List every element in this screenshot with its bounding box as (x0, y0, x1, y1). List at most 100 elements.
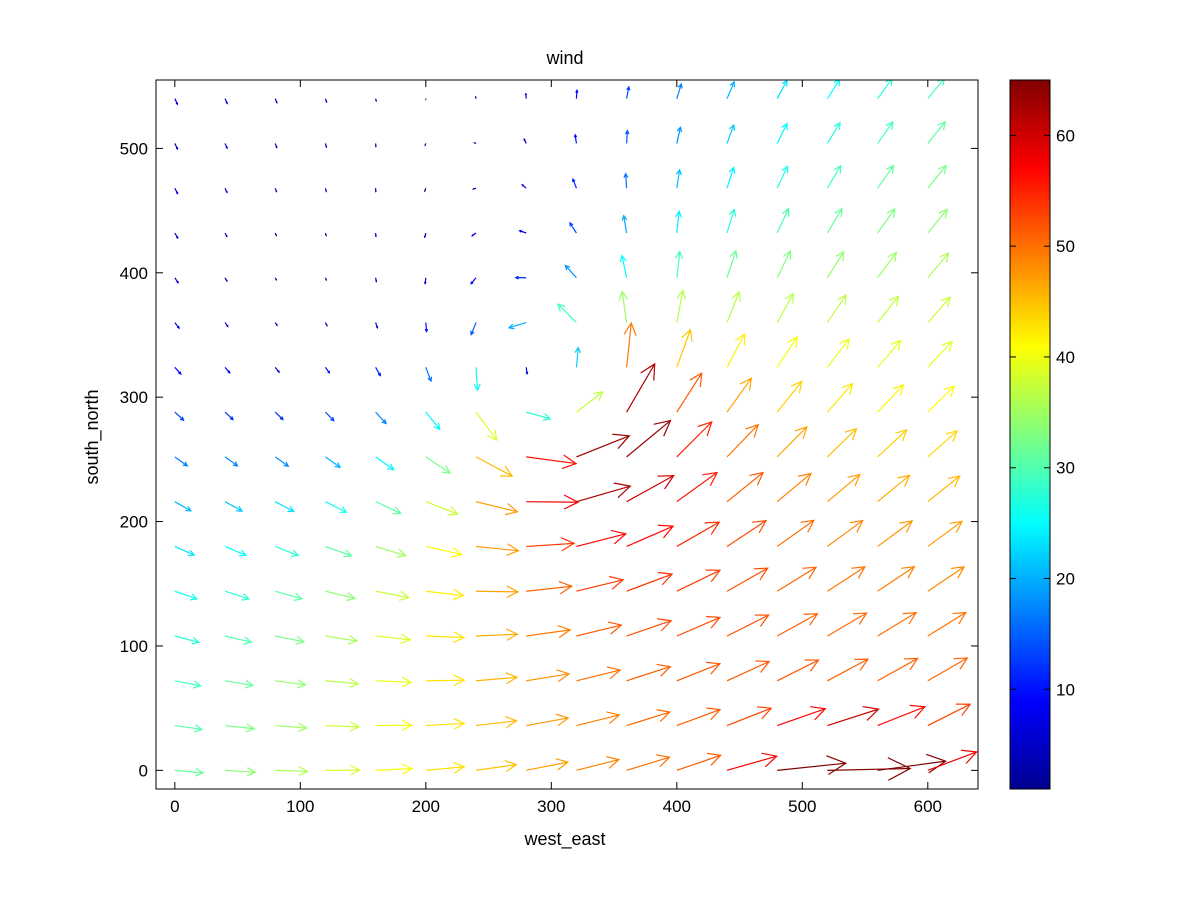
wind-arrow (877, 339, 902, 368)
wind-arrow (726, 290, 741, 323)
wind-arrow (224, 411, 235, 421)
wind-arrow (575, 88, 579, 99)
y-tick-label: 400 (120, 264, 148, 283)
wind-arrow (623, 172, 629, 189)
wind-arrow-shaft (526, 629, 571, 637)
wind-arrow (224, 366, 231, 374)
wind-arrow-head (943, 385, 956, 397)
wind-arrow (675, 210, 683, 234)
wind-arrow (676, 125, 683, 144)
wind-arrow-shaft (776, 613, 818, 637)
wind-arrow-head (556, 669, 571, 682)
wind-arrow-shaft (927, 121, 946, 144)
wind-arrow-shaft (927, 611, 967, 637)
wind-arrow (726, 567, 769, 592)
wind-arrow-head (243, 636, 253, 645)
wind-arrow-shaft (726, 707, 772, 727)
wind-arrow-head (656, 709, 672, 722)
wind-arrow-shaft (425, 411, 441, 430)
wind-arrow-head (295, 635, 306, 645)
wind-arrow-head (563, 494, 580, 510)
wind-arrow (224, 143, 228, 150)
wind-arrow-head (277, 370, 280, 374)
wind-arrow (475, 501, 519, 516)
wind-arrow (475, 411, 498, 442)
wind-arrow (927, 566, 966, 592)
wind-arrow-shaft (425, 501, 458, 515)
wind-arrow (576, 575, 625, 592)
wind-arrow-head (640, 362, 656, 381)
wind-arrow-shaft (877, 165, 895, 189)
wind-arrow-shaft (569, 222, 577, 234)
wind-arrow (726, 249, 738, 278)
wind-arrow (776, 519, 816, 547)
wind-arrow-shaft (224, 501, 243, 512)
wind-arrow (521, 183, 527, 189)
wind-arrow-shaft (375, 456, 395, 471)
wind-arrow (927, 252, 950, 279)
wind-arrow-head (325, 234, 327, 237)
wind-arrow-head (833, 80, 841, 87)
wind-arrow-head (287, 506, 295, 513)
wind-arrow-shaft (224, 635, 252, 643)
wind-arrow-head (325, 279, 327, 282)
wind-arrow-shaft (174, 456, 188, 467)
wind-arrow-shaft (375, 768, 413, 771)
wind-arrow-head (960, 749, 978, 764)
wind-arrow-head (656, 663, 672, 677)
x-axis-ticks: 0 100 200 300 400 500 600 (170, 80, 942, 816)
wind-arrow-shaft (375, 545, 406, 557)
wind-arrow-shaft (877, 520, 913, 547)
wind-arrow-head (348, 678, 360, 689)
wind-arrow (726, 80, 736, 99)
wind-arrow-head (656, 754, 671, 768)
wind-arrow (473, 142, 477, 144)
colorbar-tick-label: 50 (1056, 237, 1075, 256)
wind-arrow-head (225, 101, 228, 105)
wind-arrow (274, 143, 278, 149)
wind-arrow (877, 121, 894, 144)
wind-arrow-shaft (626, 363, 656, 413)
wind-arrow-head (952, 611, 967, 625)
wind-arrow-shaft (927, 475, 961, 503)
wind-arrow-shaft (726, 755, 777, 771)
wind-arrow (676, 421, 713, 458)
wind-arrow-shaft (726, 661, 770, 682)
wind-arrow-shaft (726, 291, 740, 323)
wind-arrow-shaft (626, 86, 630, 99)
wind-arrow (526, 494, 580, 510)
wind-arrow (556, 303, 577, 323)
wind-arrow-shaft (927, 80, 944, 100)
wind-arrow-shaft (475, 456, 513, 477)
wind-arrow-shaft (877, 208, 896, 234)
wind-arrow-shaft (626, 666, 671, 682)
wind-arrow-head (524, 92, 528, 96)
wind-arrow-shaft (877, 474, 910, 503)
wind-arrow (275, 766, 309, 776)
wind-arrow-shaft (576, 714, 620, 727)
wind-arrow-shaft (174, 724, 203, 730)
wind-arrow-shaft (174, 366, 182, 375)
wind-arrow-shaft (576, 435, 630, 458)
wind-arrow-shaft (676, 616, 721, 637)
wind-arrow (476, 585, 520, 598)
wind-arrow-head (175, 102, 179, 106)
wind-arrow-head (447, 505, 459, 516)
wind-arrow-head (473, 383, 481, 392)
wind-arrow (325, 545, 353, 558)
wind-arrow-head (226, 324, 229, 328)
wind-arrow-head (653, 419, 672, 437)
wind-arrow-shaft (776, 426, 808, 458)
wind-arrow (927, 703, 972, 727)
wind-arrow-head (561, 454, 578, 470)
wind-arrow (174, 98, 179, 106)
wind-arrow (826, 80, 841, 99)
wind-arrow-head (909, 704, 927, 719)
wind-arrow-head (375, 280, 378, 283)
wind-arrow-head (504, 503, 519, 516)
wind-arrow-head (374, 145, 377, 148)
wind-arrow-head (749, 471, 765, 486)
wind-arrow (676, 615, 722, 637)
wind-arrow (174, 590, 199, 601)
wind-arrow-shaft (827, 767, 911, 771)
